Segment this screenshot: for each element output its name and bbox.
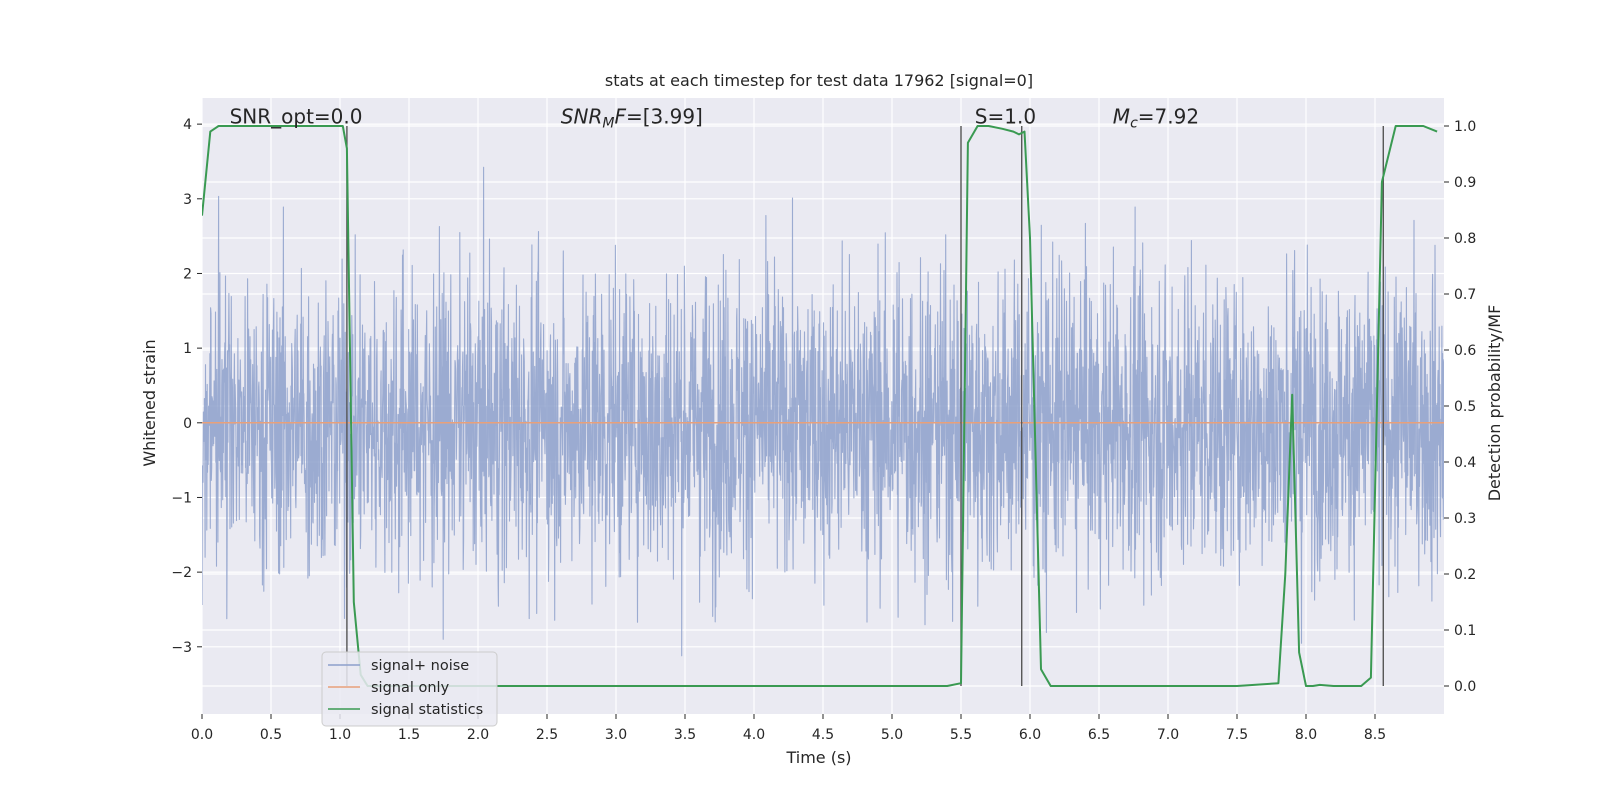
annotation-0: SNR_opt=0.0	[230, 105, 363, 129]
legend-box	[321, 651, 498, 727]
annotation-1: SNRMF=[3.99]	[561, 105, 703, 132]
annotations: SNR_opt=0.0 SNRMF=[3.99] S=1.0 Mc=7.92	[230, 105, 1199, 132]
y-left-tick-label: −2	[171, 565, 192, 581]
chart-title: stats at each timestep for test data 179…	[605, 71, 1033, 90]
x-tick-label: 8.0	[1295, 727, 1317, 743]
y-right-tick-label: 0.5	[1454, 399, 1476, 415]
y-right-tick-label: 0.1	[1454, 623, 1476, 639]
x-tick-label: 5.5	[950, 727, 972, 743]
x-tick-label: 7.0	[1157, 727, 1179, 743]
x-tick-label: 3.0	[605, 727, 627, 743]
x-tick-label: 8.5	[1364, 727, 1386, 743]
x-tick-label: 2.0	[467, 727, 489, 743]
y-left-axis-ticks: −3 −2 −1 0 1 2 3 4	[171, 117, 202, 656]
vertical-markers	[346, 126, 1384, 686]
x-tick-label: 6.0	[1019, 727, 1041, 743]
x-tick-label: 4.0	[743, 727, 765, 743]
noise-trace	[202, 166, 1444, 657]
x-tick-label: 0.0	[191, 727, 213, 743]
x-tick-label: 4.5	[812, 727, 834, 743]
y-right-tick-label: 0.8	[1454, 231, 1476, 247]
y-left-tick-label: −1	[171, 490, 192, 506]
x-tick-label: 6.5	[1088, 727, 1110, 743]
y-left-tick-label: 3	[183, 192, 192, 208]
y-right-tick-label: 0.6	[1454, 343, 1476, 359]
y-left-tick-label: 4	[183, 117, 192, 133]
legend-label-noise: signal+ noise	[371, 658, 469, 674]
y-right-tick-label: 0.9	[1454, 175, 1476, 191]
x-tick-label: 1.5	[398, 727, 420, 743]
y-right-tick-label: 1.0	[1454, 119, 1476, 135]
x-tick-label: 0.5	[260, 727, 282, 743]
stats-line	[202, 125, 1438, 687]
x-tick-label: 7.5	[1226, 727, 1248, 743]
x-axis-ticks: 0.0 0.5 1.0 1.5 2.0 2.5 3.0 3.5 4.0 4.5 5.0 5.5 6.0 6…	[191, 714, 1386, 743]
y-right-tick-label: 0.3	[1454, 511, 1476, 527]
y-right-axis-ticks: 0.0 0.1 0.2 0.3 0.4 0.5 0.6 0.7 0.8 0.9 1.0	[1444, 119, 1476, 695]
x-tick-label: 5.0	[881, 727, 903, 743]
x-tick-label: 3.5	[674, 727, 696, 743]
x-axis-label: Time (s)	[785, 748, 851, 767]
y-right-tick-label: 0.2	[1454, 567, 1476, 583]
legend: signal+ noise signal only signal statist…	[321, 651, 498, 727]
y-left-axis-label: Whitened strain	[140, 339, 159, 466]
y-left-tick-label: −3	[171, 640, 192, 656]
y-right-tick-label: 0.0	[1454, 679, 1476, 695]
legend-label-stats: signal statistics	[371, 702, 483, 718]
annotation-3: Mc=7.92	[1113, 105, 1199, 132]
x-tick-label: 1.0	[329, 727, 351, 743]
signal-statistics-series	[202, 125, 1438, 687]
x-tick-label: 2.5	[536, 727, 558, 743]
y-left-tick-label: 2	[183, 266, 192, 282]
y-right-tick-label: 0.4	[1454, 455, 1476, 471]
y-right-tick-label: 0.7	[1454, 287, 1476, 303]
y-right-axis-label: Detection probability/MF	[1485, 305, 1504, 502]
signal-plus-noise-series	[202, 166, 1444, 657]
annotation-2: S=1.0	[975, 105, 1036, 129]
y-left-tick-label: 1	[183, 341, 192, 357]
legend-label-signal-only: signal only	[371, 680, 450, 696]
y-left-tick-label: 0	[183, 416, 192, 432]
